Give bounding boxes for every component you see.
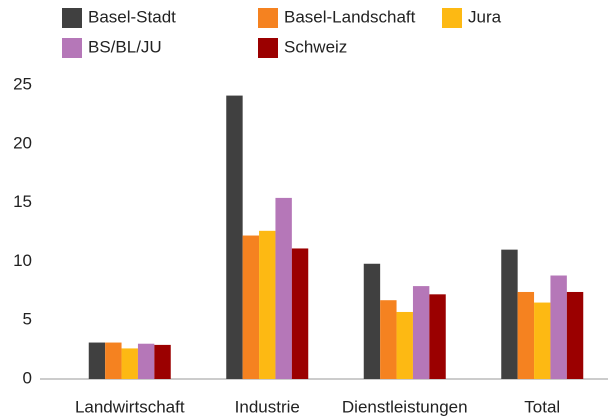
bar [226, 95, 243, 380]
bar [154, 344, 171, 379]
legend-swatch [442, 8, 462, 28]
y-tick-label: 0 [23, 368, 32, 387]
bar [88, 342, 106, 379]
y-tick-label: 10 [13, 251, 32, 270]
x-tick-label: Industrie [235, 397, 300, 416]
bar [534, 302, 551, 379]
x-tick-label: Total [524, 397, 560, 416]
bar [550, 275, 567, 379]
bar [242, 235, 260, 379]
bar [275, 197, 292, 379]
bar [259, 230, 276, 379]
legend-label: Jura [468, 7, 502, 26]
legend-label: Schweiz [284, 37, 347, 56]
bar [380, 300, 397, 379]
bar [105, 342, 122, 379]
bar [501, 249, 518, 379]
bar [363, 263, 381, 379]
legend-swatch [62, 8, 82, 28]
bar [412, 286, 430, 379]
legend-swatch [258, 8, 278, 28]
x-tick-label: Landwirtschaft [75, 397, 185, 416]
bar [396, 311, 413, 379]
bar [566, 291, 584, 379]
legend-label: Basel-Landschaft [284, 7, 416, 26]
bar [517, 291, 535, 379]
legend-swatch [258, 38, 278, 58]
bar [429, 294, 446, 379]
legend-label: Basel-Stadt [88, 7, 176, 26]
y-tick-label: 20 [13, 133, 32, 152]
x-tick-label: Dienstleistungen [342, 397, 468, 416]
y-tick-label: 15 [13, 192, 32, 211]
legend-swatch [62, 38, 82, 58]
legend-label: BS/BL/JU [88, 37, 162, 56]
y-tick-label: 5 [23, 310, 32, 329]
bar [291, 248, 309, 379]
bar [121, 348, 138, 379]
bar [137, 343, 155, 379]
y-tick-label: 25 [13, 74, 32, 93]
